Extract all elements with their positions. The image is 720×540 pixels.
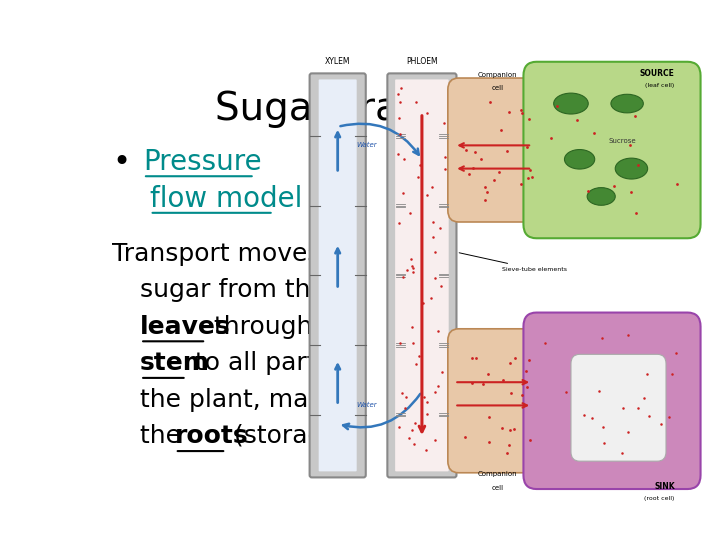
Text: to all parts of: to all parts of <box>186 352 361 375</box>
FancyBboxPatch shape <box>310 73 366 477</box>
Text: Water: Water <box>356 402 377 408</box>
FancyBboxPatch shape <box>523 62 701 238</box>
FancyBboxPatch shape <box>448 329 552 473</box>
Text: the plant, mainly: the plant, mainly <box>140 388 354 412</box>
Text: (storage): (storage) <box>226 424 348 448</box>
FancyBboxPatch shape <box>395 79 449 471</box>
FancyArrowPatch shape <box>341 124 419 155</box>
Text: Water: Water <box>356 143 377 148</box>
Text: Companion: Companion <box>477 72 518 78</box>
Text: (root cell): (root cell) <box>644 496 675 501</box>
Ellipse shape <box>615 158 648 179</box>
Text: leaves: leaves <box>140 315 231 339</box>
Text: sugar from the: sugar from the <box>140 278 326 302</box>
Text: Transport moves: Transport moves <box>112 241 321 266</box>
FancyBboxPatch shape <box>448 78 552 222</box>
Text: stem: stem <box>140 352 210 375</box>
Text: Sucrose: Sucrose <box>609 138 636 144</box>
FancyBboxPatch shape <box>319 79 356 471</box>
Text: the: the <box>140 424 189 448</box>
Text: PHLOEM: PHLOEM <box>406 57 438 66</box>
Text: roots: roots <box>175 424 248 448</box>
Ellipse shape <box>588 187 615 205</box>
FancyBboxPatch shape <box>523 313 701 489</box>
Text: through the: through the <box>206 315 361 339</box>
Text: SOURCE: SOURCE <box>640 69 675 78</box>
Ellipse shape <box>611 94 644 113</box>
Text: Sieve-tube elements: Sieve-tube elements <box>459 253 567 272</box>
Text: (leaf cell): (leaf cell) <box>645 83 675 87</box>
Text: cell: cell <box>492 485 503 491</box>
FancyBboxPatch shape <box>571 354 666 461</box>
Text: Pressure: Pressure <box>143 148 261 176</box>
Text: Companion: Companion <box>477 471 518 477</box>
Ellipse shape <box>564 150 595 169</box>
FancyArrowPatch shape <box>343 394 420 429</box>
Text: Sugar Transport: Sugar Transport <box>215 90 523 128</box>
FancyBboxPatch shape <box>387 73 456 477</box>
Text: cell: cell <box>492 85 503 91</box>
Text: XYLEM: XYLEM <box>325 57 351 66</box>
Text: SINK: SINK <box>654 482 675 491</box>
Text: •: • <box>112 148 130 177</box>
Ellipse shape <box>554 93 588 114</box>
Text: flow model: flow model <box>150 185 302 213</box>
